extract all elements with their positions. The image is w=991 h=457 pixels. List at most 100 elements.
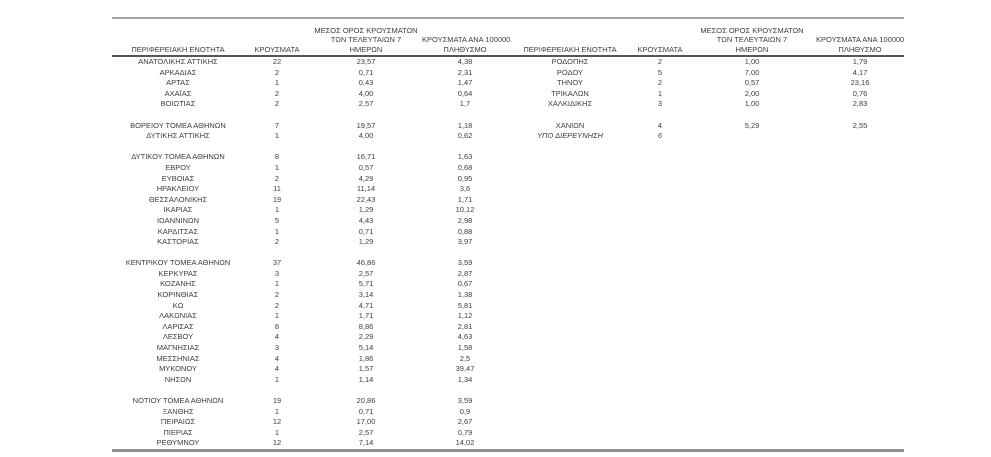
- regional-cases-table-area: ΠΕΡΙΦΕΡΕΙΑΚΗ ΕΝΟΤΗΤΑ ΚΡΟΥΣΜΑΤΑ ΜΕΣΟΣ ΟΡΟ…: [112, 17, 904, 452]
- table-row: ΤΗΝΟΥ 2 0,57 23,16: [508, 78, 904, 89]
- per100k-cell: 2,31: [457, 67, 473, 77]
- cases-cell: 2: [274, 290, 280, 300]
- table-row: ΙΚΑΡΙΑΣ 1 1,29 10,12: [112, 205, 508, 216]
- table-row: ΜΑΓΝΗΣΙΑΣ 3 5,14 1,58: [112, 343, 508, 354]
- cases-cell: 4: [274, 353, 280, 363]
- avg7-cell: 7,00: [744, 67, 760, 77]
- cases-cell: 1: [274, 279, 280, 289]
- table-header-right: ΠΕΡΙΦΕΡΕΙΑΚΗ ΕΝΟΤΗΤΑ ΚΡΟΥΣΜΑΤΑ ΜΕΣΟΣ ΟΡΟ…: [508, 19, 904, 57]
- table-row: ΕΥΒΟΙΑΣ 2 4,29 0,95: [112, 174, 508, 185]
- avg7-cell: 2,00: [744, 88, 760, 98]
- header-row: ΠΕΡΙΦΕΡΕΙΑΚΗ ΕΝΟΤΗΤΑ ΚΡΟΥΣΜΑΤΑ ΜΕΣΟΣ ΟΡΟ…: [112, 19, 510, 57]
- per100k-cell: 39,47: [455, 364, 475, 374]
- header-cases-label: ΚΡΟΥΣΜΑΤΑ: [254, 44, 300, 54]
- cases-cell: 2: [274, 237, 280, 247]
- avg7-cell: [688, 131, 816, 142]
- avg7-cell: 23,57: [356, 57, 376, 66]
- table-row: ΑΧΑΪΑΣ 2 4,00 0,64: [112, 89, 508, 100]
- per100k-cell: 4,17: [852, 67, 868, 77]
- per100k-cell: 0,9: [459, 406, 471, 416]
- region-cell: ΑΝΑΤΟΛΙΚΗΣ ΑΤΤΙΚΗΣ: [138, 57, 218, 66]
- per100k-cell: 23,16: [850, 78, 870, 88]
- cases-cell: 3: [274, 268, 280, 278]
- table-row: ΧΑΛΚΙΔΙΚΗΣ 3 1,00 2,83: [508, 99, 904, 110]
- cases-cell: 4: [274, 332, 280, 342]
- cases-cell: 12: [272, 438, 282, 448]
- per100k-cell: 0,62: [457, 131, 473, 141]
- cases-cell: 19: [272, 194, 282, 204]
- region-cell: ΤΡΙΚΑΛΩΝ: [551, 88, 589, 98]
- avg7-cell: 1,86: [358, 353, 374, 363]
- region-cell: ΘΕΣΣΑΛΟΝΙΚΗΣ: [148, 194, 208, 204]
- cases-cell: 2: [274, 300, 280, 310]
- spacer-row: [112, 110, 508, 121]
- table-header-left: ΠΕΡΙΦΕΡΕΙΑΚΗ ΕΝΟΤΗΤΑ ΚΡΟΥΣΜΑΤΑ ΜΕΣΟΣ ΟΡΟ…: [112, 19, 510, 57]
- cases-cell: 3: [274, 343, 280, 353]
- avg7-cell: 1,14: [358, 374, 374, 384]
- avg7-cell: 0,43: [358, 78, 374, 88]
- table-row: ΧΑΝΙΩΝ 4 5,29 2,55: [508, 121, 904, 132]
- per100k-cell: 2,98: [457, 215, 473, 225]
- region-cell: ΡΟΔΟΠΗΣ: [551, 57, 589, 66]
- region-cell: ΑΡΤΑΣ: [166, 78, 190, 88]
- table-row: ΡΕΘΥΜΝΟΥ 12 7,14 14,02: [112, 438, 508, 449]
- cases-cell: 4: [274, 364, 280, 374]
- per100k-cell: 2,55: [852, 120, 868, 130]
- avg7-cell: 4,29: [358, 173, 374, 183]
- table-row: ΠΙΕΡΙΑΣ 1 2,57 0,79: [112, 428, 508, 439]
- per100k-cell: 2,5: [459, 353, 471, 363]
- table-row: ΥΠΟ ΔΙΕΡΕΥΝΗΣΗ 6: [508, 131, 904, 142]
- avg7-cell: 1,57: [358, 364, 374, 374]
- region-cell: ΠΕΙΡΑΙΩΣ: [160, 417, 196, 427]
- region-cell: ΔΥΤΙΚΗΣ ΑΤΤΙΚΗΣ: [146, 131, 210, 141]
- avg7-cell: 0,57: [744, 78, 760, 88]
- table-row: ΛΑΚΩΝΙΑΣ 1 1,71 1,12: [112, 311, 508, 322]
- region-cell: ΔΥΤΙΚΟΥ ΤΟΜΕΑ ΑΘΗΝΩΝ: [131, 152, 225, 162]
- table-row: ΜΥΚΟΝΟΥ 4 1,57 39,47: [112, 364, 508, 375]
- region-cell: ΝΗΣΩΝ: [164, 374, 192, 384]
- avg7-cell: 16,71: [356, 152, 376, 162]
- header-region-label: ΠΕΡΙΦΕΡΕΙΑΚΗ ΕΝΟΤΗΤΑ: [131, 44, 225, 54]
- per100k-cell: 0,64: [457, 88, 473, 98]
- per100k-cell: 1,71: [457, 194, 473, 204]
- region-cell: ΛΑΡΙΣΑΣ: [162, 321, 194, 331]
- region-cell: ΞΑΝΘΗΣ: [162, 406, 194, 416]
- spacer-cell: [112, 142, 508, 153]
- avg7-cell: 5,29: [744, 120, 760, 130]
- avg7-cell: 1,00: [744, 99, 760, 109]
- region-cell: ΜΥΚΟΝΟΥ: [159, 364, 197, 374]
- avg7-cell: 22,43: [356, 194, 376, 204]
- per100k-cell: 10,12: [455, 205, 475, 215]
- cases-cell: 2: [657, 78, 663, 88]
- per100k-cell: 1,38: [457, 290, 473, 300]
- table-row: ΔΥΤΙΚΗΣ ΑΤΤΙΚΗΣ 1 4,00 0,62: [112, 131, 508, 142]
- region-cell: ΙΚΑΡΙΑΣ: [163, 205, 193, 215]
- avg7-cell: 1,00: [744, 57, 760, 66]
- region-cell: ΚΑΡΔΙΤΣΑΣ: [157, 226, 199, 236]
- region-cell: ΠΙΕΡΙΑΣ: [163, 427, 193, 437]
- spacer-row: [508, 110, 904, 121]
- region-cell: ΛΑΚΩΝΙΑΣ: [159, 311, 197, 321]
- region-cell: ΡΕΘΥΜΝΟΥ: [156, 438, 200, 448]
- cases-cell: 11: [273, 184, 281, 194]
- per100k-cell: 0,88: [457, 226, 473, 236]
- table-row: ΚΕΝΤΡΙΚΟΥ ΤΟΜΕΑ ΑΘΗΝΩΝ 37 46,86 3,59: [112, 258, 508, 269]
- spacer-cell: [508, 110, 904, 121]
- per100k-cell: 3,97: [457, 237, 473, 247]
- avg7-cell: 4,43: [358, 215, 374, 225]
- per100k-cell: 2,81: [457, 321, 473, 331]
- region-cell: ΒΟΙΩΤΙΑΣ: [160, 99, 196, 109]
- cases-cell: 1: [274, 374, 280, 384]
- table-body-left: ΑΝΑΤΟΛΙΚΗΣ ΑΤΤΙΚΗΣ 22 23,57 4,38 ΑΡΚΑΔΙΑΣ 2 0,…: [112, 56, 508, 449]
- per100k-cell: 3,59: [457, 258, 473, 268]
- region-cell: ΜΕΣΣΗΝΙΑΣ: [156, 353, 200, 363]
- cases-cell: 1: [274, 131, 280, 141]
- per100k-cell: 1,79: [852, 57, 868, 66]
- per100k-cell: 1,58: [457, 343, 473, 353]
- table-row: ΞΑΝΘΗΣ 1 0,71 0,9: [112, 407, 508, 418]
- table-row: ΒΟΡΕΙΟΥ ΤΟΜΕΑ ΑΘΗΝΩΝ 7 19,57 1,18: [112, 121, 508, 132]
- avg7-cell: 2,57: [358, 99, 374, 109]
- table-row: ΑΝΑΤΟΛΙΚΗΣ ΑΤΤΙΚΗΣ 22 23,57 4,38: [112, 56, 508, 68]
- avg7-cell: 0,71: [358, 226, 374, 236]
